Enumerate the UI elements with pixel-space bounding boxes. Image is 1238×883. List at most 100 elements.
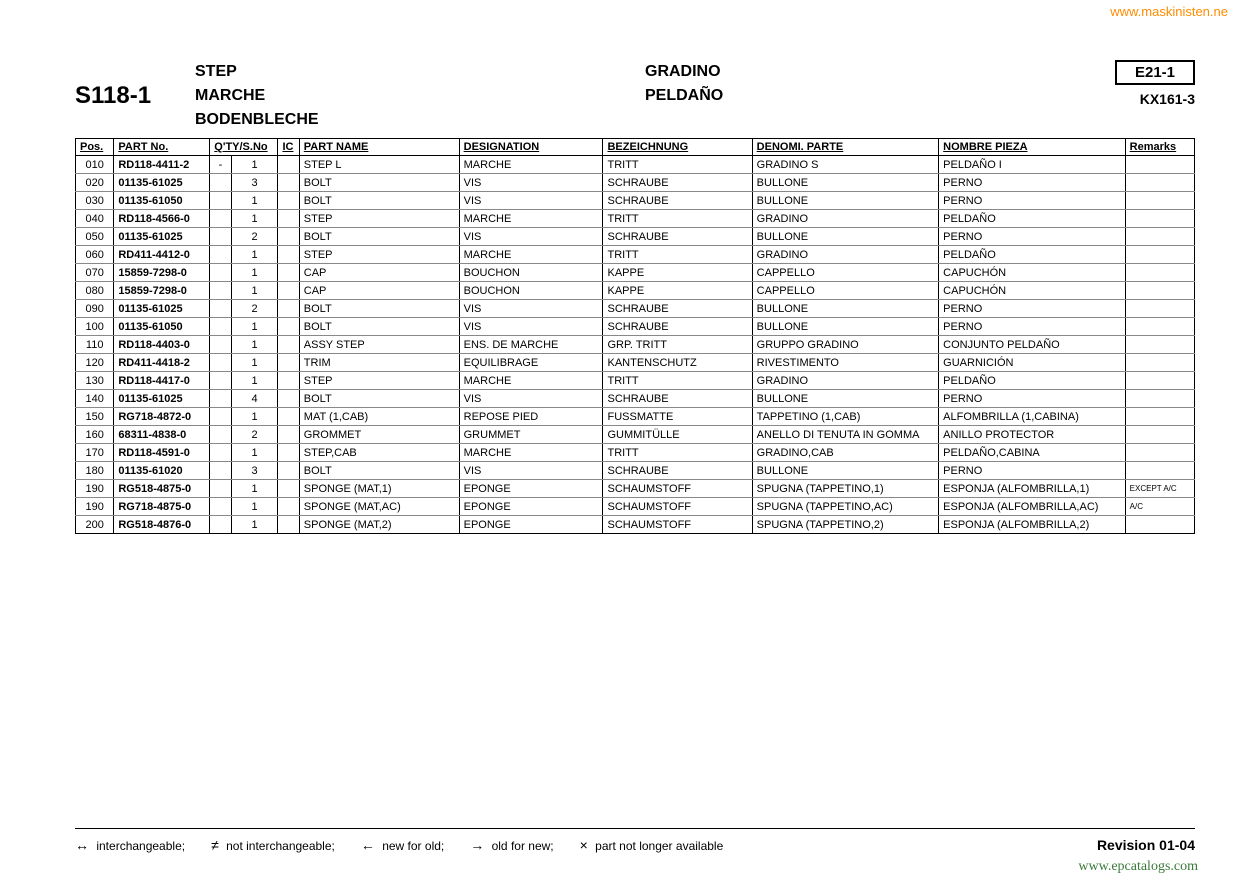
cell-partno: 01135-61020 bbox=[114, 462, 210, 480]
cell-designation: EPONGE bbox=[459, 516, 603, 534]
cell-sno bbox=[210, 516, 231, 534]
cell-partname: TRIM bbox=[299, 354, 459, 372]
cell-designation: MARCHE bbox=[459, 246, 603, 264]
cell-remarks bbox=[1125, 300, 1194, 318]
cell-qty: 1 bbox=[231, 480, 278, 498]
cell-partno: 01135-61050 bbox=[114, 192, 210, 210]
cell-bez: TRITT bbox=[603, 444, 752, 462]
cell-partname: BOLT bbox=[299, 318, 459, 336]
col-qty: Q'TY/S.No bbox=[210, 139, 278, 156]
cell-qty: 4 bbox=[231, 390, 278, 408]
cell-ic bbox=[278, 282, 299, 300]
table-row: 05001135-610252BOLTVISSCHRAUBEBULLONEPER… bbox=[76, 228, 1195, 246]
header-right: E21-1 KX161-3 bbox=[1115, 60, 1195, 107]
cell-denomi: CAPPELLO bbox=[752, 282, 939, 300]
title-it: GRADINO bbox=[645, 60, 995, 84]
cell-sno bbox=[210, 390, 231, 408]
cell-pos: 180 bbox=[76, 462, 114, 480]
cell-partno: RD118-4417-0 bbox=[114, 372, 210, 390]
page-code-box: E21-1 bbox=[1115, 60, 1195, 85]
cell-remarks bbox=[1125, 174, 1194, 192]
title-fr: MARCHE bbox=[195, 84, 625, 108]
cell-qty: 1 bbox=[231, 318, 278, 336]
cell-remarks bbox=[1125, 192, 1194, 210]
cell-sno bbox=[210, 300, 231, 318]
cell-pos: 130 bbox=[76, 372, 114, 390]
cell-partno: RD118-4403-0 bbox=[114, 336, 210, 354]
table-row: 16068311-4838-02GROMMETGRUMMETGUMMITÜLLE… bbox=[76, 426, 1195, 444]
cell-nombre: PELDAÑO,CABINA bbox=[939, 444, 1126, 462]
col-designation: DESIGNATION bbox=[459, 139, 603, 156]
cell-nombre: PERNO bbox=[939, 462, 1126, 480]
cell-sno bbox=[210, 174, 231, 192]
cell-partname: BOLT bbox=[299, 462, 459, 480]
cell-denomi: RIVESTIMENTO bbox=[752, 354, 939, 372]
cell-denomi: GRADINO S bbox=[752, 156, 939, 174]
cell-pos: 060 bbox=[76, 246, 114, 264]
legend-new-for-old: ← new for old; bbox=[361, 837, 444, 853]
table-row: 190RG718-4875-01SPONGE (MAT,AC)EPONGESCH… bbox=[76, 498, 1195, 516]
title-en: STEP bbox=[195, 60, 625, 84]
table-row: 09001135-610252BOLTVISSCHRAUBEBULLONEPER… bbox=[76, 300, 1195, 318]
cell-partno: 68311-4838-0 bbox=[114, 426, 210, 444]
cell-bez: GUMMITÜLLE bbox=[603, 426, 752, 444]
cell-denomi: BULLONE bbox=[752, 192, 939, 210]
cell-designation: VIS bbox=[459, 192, 603, 210]
cell-pos: 140 bbox=[76, 390, 114, 408]
cell-nombre: CAPUCHÓN bbox=[939, 282, 1126, 300]
cell-remarks bbox=[1125, 228, 1194, 246]
cell-bez: SCHRAUBE bbox=[603, 228, 752, 246]
cell-designation: EPONGE bbox=[459, 480, 603, 498]
cell-designation: MARCHE bbox=[459, 372, 603, 390]
cell-designation: REPOSE PIED bbox=[459, 408, 603, 426]
table-row: 040RD118-4566-01STEPMARCHETRITTGRADINOPE… bbox=[76, 210, 1195, 228]
cell-denomi: BULLONE bbox=[752, 228, 939, 246]
table-row: 02001135-610253BOLTVISSCHRAUBEBULLONEPER… bbox=[76, 174, 1195, 192]
cell-partno: RG518-4875-0 bbox=[114, 480, 210, 498]
cell-bez: KAPPE bbox=[603, 282, 752, 300]
cell-ic bbox=[278, 210, 299, 228]
cell-nombre: PELDAÑO I bbox=[939, 156, 1126, 174]
cell-sno bbox=[210, 246, 231, 264]
revision-label: Revision 01-04 bbox=[1097, 837, 1195, 853]
cell-bez: SCHRAUBE bbox=[603, 390, 752, 408]
cross-icon: × bbox=[580, 837, 588, 853]
cell-bez: SCHAUMSTOFF bbox=[603, 516, 752, 534]
parts-table: Pos. PART No. Q'TY/S.No IC PART NAME DES… bbox=[75, 138, 1195, 534]
cell-nombre: PERNO bbox=[939, 390, 1126, 408]
cell-qty: 2 bbox=[231, 228, 278, 246]
cell-ic bbox=[278, 462, 299, 480]
table-row: 060RD411-4412-01STEPMARCHETRITTGRADINOPE… bbox=[76, 246, 1195, 264]
cell-sno bbox=[210, 318, 231, 336]
cell-ic bbox=[278, 246, 299, 264]
cell-nombre: ESPONJA (ALFOMBRILLA,2) bbox=[939, 516, 1126, 534]
cell-designation: BOUCHON bbox=[459, 282, 603, 300]
cell-denomi: SPUGNA (TAPPETINO,AC) bbox=[752, 498, 939, 516]
cell-bez: TRITT bbox=[603, 246, 752, 264]
col-nombre: NOMBRE PIEZA bbox=[939, 139, 1126, 156]
cell-ic bbox=[278, 426, 299, 444]
cell-designation: VIS bbox=[459, 228, 603, 246]
cell-nombre: PERNO bbox=[939, 300, 1126, 318]
cell-pos: 080 bbox=[76, 282, 114, 300]
cell-partno: RD411-4418-2 bbox=[114, 354, 210, 372]
cell-bez: SCHRAUBE bbox=[603, 462, 752, 480]
cell-ic bbox=[278, 300, 299, 318]
cell-partno: RG518-4876-0 bbox=[114, 516, 210, 534]
table-row: 18001135-610203BOLTVISSCHRAUBEBULLONEPER… bbox=[76, 462, 1195, 480]
cell-pos: 190 bbox=[76, 498, 114, 516]
cell-denomi: BULLONE bbox=[752, 174, 939, 192]
cell-pos: 200 bbox=[76, 516, 114, 534]
not-equal-icon: ≠ bbox=[211, 837, 219, 853]
cell-bez: SCHAUMSTOFF bbox=[603, 480, 752, 498]
title-es: PELDAÑO bbox=[645, 84, 995, 108]
table-row: 03001135-610501BOLTVISSCHRAUBEBULLONEPER… bbox=[76, 192, 1195, 210]
cell-partno: 01135-61025 bbox=[114, 174, 210, 192]
cell-qty: 1 bbox=[231, 336, 278, 354]
cell-bez: FUSSMATTE bbox=[603, 408, 752, 426]
col-bezeichnung: BEZEICHNUNG bbox=[603, 139, 752, 156]
cell-denomi: BULLONE bbox=[752, 390, 939, 408]
cell-partname: BOLT bbox=[299, 174, 459, 192]
cell-designation: MARCHE bbox=[459, 444, 603, 462]
cell-nombre: PERNO bbox=[939, 192, 1126, 210]
